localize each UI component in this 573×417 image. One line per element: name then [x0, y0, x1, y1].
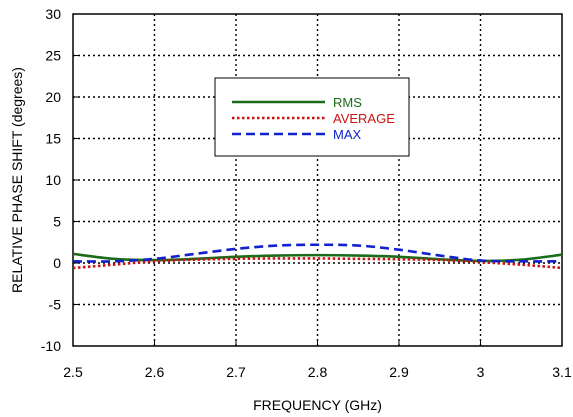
y-tick-label: 20	[45, 89, 61, 105]
grid	[73, 14, 562, 346]
x-tick-label: 2.7	[226, 364, 246, 380]
y-tick-label: -10	[41, 338, 61, 354]
axis-ticks: 2.5 2.6 2.7 2.8 2.9 3 3.1 -10 -5 0 5 10 15 20 25 30	[41, 6, 572, 380]
x-tick-label: 2.9	[389, 364, 409, 380]
legend-label: MAX	[333, 127, 362, 142]
series-line-max	[72, 243, 563, 263]
y-tick-label: 0	[53, 255, 61, 271]
y-tick-label: 5	[53, 214, 61, 230]
x-tick-label: 2.5	[63, 364, 83, 380]
y-tick-label: 25	[45, 48, 61, 64]
x-tick-label: 2.6	[145, 364, 165, 380]
y-tick-label: 10	[45, 172, 61, 188]
x-axis-title: FREQUENCY (GHz)	[253, 397, 382, 413]
x-tick-label: 2.8	[308, 364, 328, 380]
series-line-average	[72, 257, 563, 270]
legend-label: AVERAGE	[333, 111, 395, 126]
x-tick-label: 3	[477, 364, 485, 380]
x-tick-label: 3.1	[552, 364, 572, 380]
y-tick-label: -5	[49, 297, 62, 313]
y-tick-label: 15	[45, 131, 61, 147]
legend-label: RMS	[333, 95, 362, 110]
y-tick-label: 30	[45, 6, 61, 22]
series-lines	[72, 243, 563, 270]
y-axis-title: RELATIVE PHASE SHIFT (degrees)	[9, 67, 25, 293]
